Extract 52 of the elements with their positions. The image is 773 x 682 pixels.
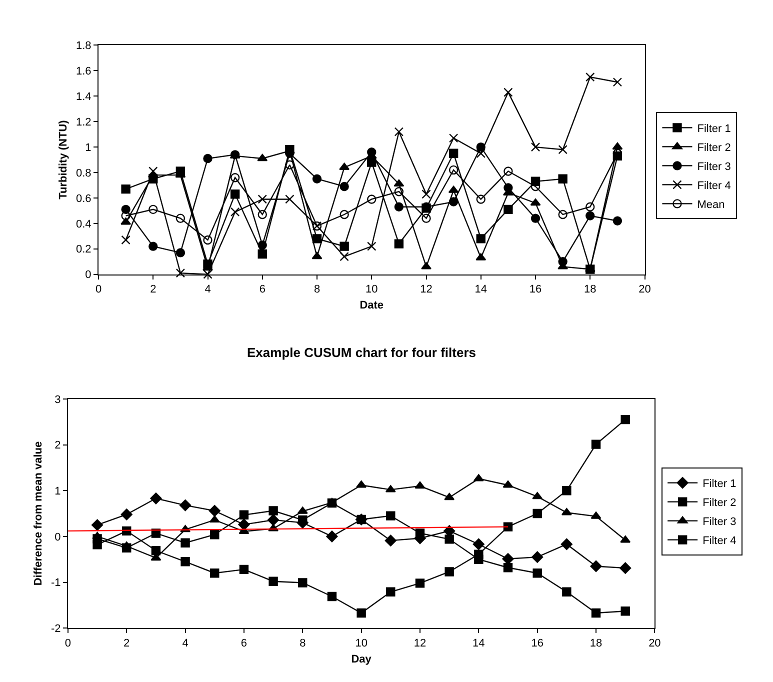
y-tick-label: 3 (54, 394, 61, 406)
x-tick-label: 20 (638, 284, 651, 296)
x-tick-label: 10 (366, 284, 378, 296)
x-tick-label: 4 (204, 284, 211, 296)
x-tick-label: 2 (124, 637, 130, 650)
y-tick-label: -1 (50, 577, 61, 590)
y-tick-label: 0 (54, 531, 61, 544)
x-tick-label: 16 (529, 284, 542, 296)
y-tick-label: 0.8 (76, 167, 92, 180)
legend-label: Filter 1 (702, 478, 736, 490)
legend-label: Filter 4 (702, 535, 736, 548)
x-tick-label: 8 (300, 637, 306, 650)
chart-title: Example CUSUM chart for four filters (247, 345, 476, 360)
x-tick-label: 0 (95, 284, 102, 296)
x-tick-label: 18 (584, 284, 596, 296)
x-tick-label: 8 (314, 284, 320, 296)
legend-label: Mean (697, 198, 725, 211)
legend-label: Filter 4 (697, 180, 731, 192)
legend-label: Filter 2 (702, 497, 736, 510)
x-tick-label: 10 (355, 637, 368, 650)
y-axis-title: Turbidity (NTU) (58, 120, 70, 200)
x-tick-label: 6 (240, 637, 248, 650)
x-tick-label: 4 (182, 637, 188, 650)
x-tick-label: 14 (474, 284, 488, 296)
y-tick-label: 0.2 (76, 244, 92, 256)
y-tick-label: -2 (50, 622, 61, 635)
y-tick-label: 1.4 (76, 90, 92, 103)
legend-label: Filter 3 (697, 160, 731, 173)
y-axis-title: Difference from mean value (32, 441, 45, 586)
x-axis-title: Day (351, 654, 372, 666)
y-tick-label: 1.2 (76, 116, 92, 128)
y-tick-label: 1.6 (76, 66, 92, 78)
legend-label: Filter 2 (697, 142, 731, 154)
y-tick-label: 1.8 (76, 40, 92, 52)
legend-label: Filter 1 (697, 122, 731, 135)
y-tick-label: 1 (54, 485, 61, 498)
legend-label: Filter 3 (702, 516, 736, 528)
y-tick-label: 2 (54, 440, 61, 452)
x-tick-label: 16 (531, 637, 544, 650)
x-axis-title: Date (360, 300, 384, 312)
y-tick-label: 0.4 (76, 218, 92, 230)
x-tick-label: 12 (414, 637, 426, 650)
y-tick-label: 0.6 (76, 192, 92, 205)
x-tick-label: 6 (259, 284, 266, 296)
x-tick-label: 12 (420, 284, 432, 296)
x-tick-label: 18 (590, 637, 602, 650)
x-tick-label: 0 (64, 637, 72, 650)
x-tick-label: 20 (648, 637, 661, 650)
x-tick-label: 14 (472, 637, 485, 650)
x-tick-label: 2 (150, 284, 156, 296)
y-tick-label: 0 (85, 269, 92, 282)
y-tick-label: 1 (85, 142, 92, 154)
